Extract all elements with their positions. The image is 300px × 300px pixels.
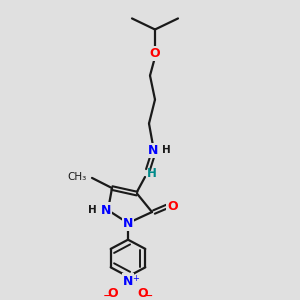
Text: N: N: [101, 204, 111, 217]
Text: O: O: [150, 47, 160, 60]
Text: −: −: [143, 290, 153, 300]
Text: O: O: [138, 287, 148, 300]
Text: N: N: [123, 275, 133, 288]
Text: N: N: [148, 144, 158, 157]
Text: O: O: [168, 200, 178, 213]
Text: H: H: [88, 205, 97, 215]
Text: −: −: [103, 290, 113, 300]
Text: +: +: [132, 274, 139, 283]
Text: H: H: [162, 145, 171, 155]
Text: O: O: [108, 287, 118, 300]
Text: H: H: [147, 167, 157, 180]
Text: N: N: [123, 217, 133, 230]
Text: CH₃: CH₃: [68, 172, 87, 182]
